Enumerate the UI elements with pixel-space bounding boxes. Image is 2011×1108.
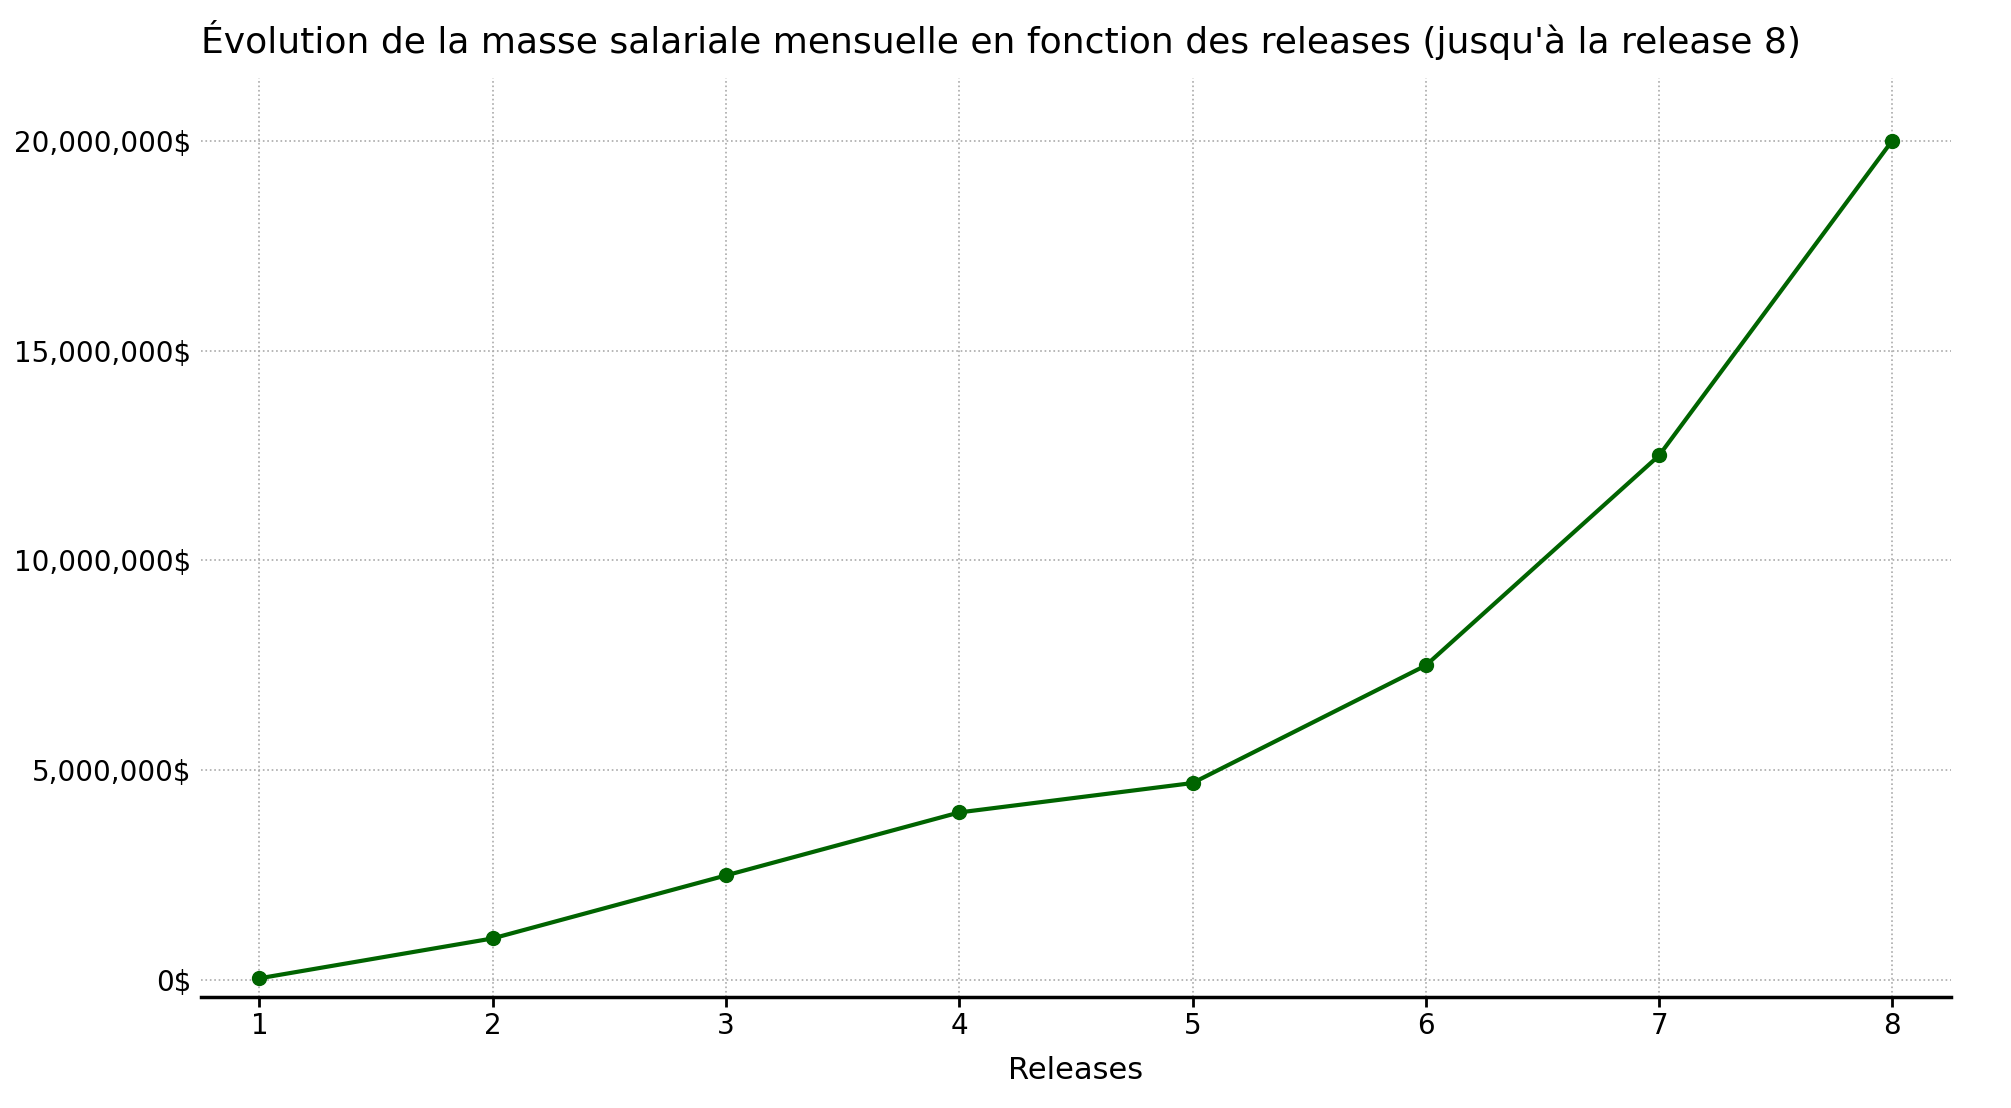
X-axis label: Releases: Releases: [1008, 1056, 1144, 1086]
Text: Évolution de la masse salariale mensuelle en fonction des releases (jusqu'à la r: Évolution de la masse salariale mensuell…: [201, 20, 1802, 60]
